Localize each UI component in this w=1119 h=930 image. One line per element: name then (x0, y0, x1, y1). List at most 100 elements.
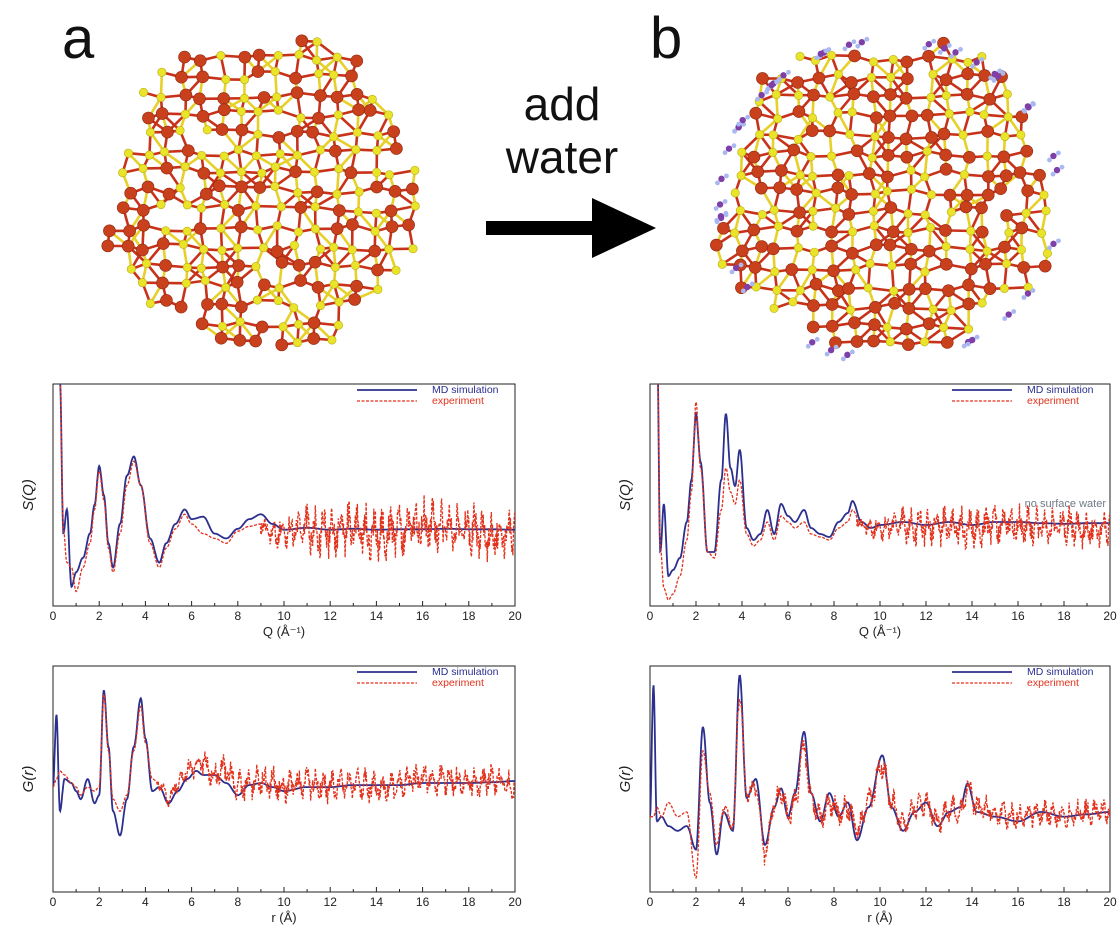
metal-atom (903, 209, 913, 219)
metal-atom (886, 72, 896, 82)
oxygen-atom (312, 111, 325, 125)
water-oxygen-atom (739, 116, 746, 124)
oxygen-atom (748, 261, 762, 274)
water-hydrogen-atom (961, 343, 967, 349)
x-axis-label: Q (Å⁻¹) (263, 624, 305, 639)
metal-atom (196, 203, 206, 213)
metal-atom (316, 301, 326, 311)
oxygen-atom (755, 181, 768, 195)
oxygen-atom (311, 280, 325, 294)
metal-atom (408, 244, 418, 254)
oxygen-atom (344, 166, 358, 180)
oxygen-atom (1015, 221, 1029, 235)
metal-atom (126, 264, 136, 274)
metal-atom (175, 183, 185, 193)
oxygen-atom (939, 73, 953, 87)
water-oxygen-atom (845, 41, 853, 48)
metal-atom (851, 265, 861, 275)
oxygen-atom (899, 91, 913, 105)
water-hydrogen-atom (715, 180, 720, 186)
water-hydrogen-atom (724, 173, 729, 179)
metal-atom (316, 244, 326, 254)
y-axis-label: G(r) (20, 766, 37, 793)
water-hydrogen-atom (765, 86, 771, 92)
oxygen-atom (258, 278, 271, 292)
metal-atom (259, 243, 269, 253)
metal-atom (373, 284, 383, 294)
gr-chart-b: 0 2 4 6 8 10 12 14 16 18 20 G(r) r (Å) MD simulatione… (617, 665, 1117, 925)
metal-atom (882, 186, 892, 196)
metal-atom (220, 200, 230, 210)
metal-atom (274, 283, 284, 293)
metal-atom (1041, 206, 1051, 216)
water-hydrogen-atom (997, 68, 1003, 74)
metal-atom (332, 189, 342, 199)
oxygen-atom (888, 296, 901, 310)
water-oxygen-atom (817, 50, 824, 58)
oxygen-atom (137, 203, 150, 217)
metal-atom (867, 153, 877, 163)
oxygen-atom (294, 274, 307, 287)
metal-atom (351, 145, 361, 155)
metal-atom (888, 55, 898, 65)
metal-atom (236, 106, 246, 116)
metal-atom (1016, 130, 1026, 140)
oxygen-atom (370, 180, 384, 194)
plot-frame (649, 665, 1111, 893)
oxygen-atom (747, 150, 761, 164)
metal-atom (755, 130, 765, 140)
metal-atom (736, 171, 746, 181)
water-hydrogen-atom (937, 49, 943, 55)
water-hydrogen-atom (738, 262, 744, 268)
oxygen-atom (959, 200, 973, 214)
oxygen-atom (902, 338, 915, 351)
water-hydrogen-atom (814, 55, 820, 61)
oxygen-atom (793, 206, 806, 219)
oxygen-atom (123, 224, 136, 238)
water-oxygen-atom (1024, 103, 1032, 110)
metal-atom (982, 246, 992, 256)
water-hydrogen-atom (946, 42, 952, 48)
oxygen-atom (791, 76, 804, 89)
metal-atom (312, 37, 322, 47)
x-tick-label: 8 (234, 895, 241, 909)
metal-atom (310, 224, 320, 234)
metal-atom (138, 163, 148, 173)
oxygen-atom (162, 187, 176, 201)
metal-atom (384, 170, 394, 180)
oxygen-atom (983, 282, 997, 295)
oxygen-atom (142, 111, 155, 125)
metal-atom (273, 105, 283, 115)
water-hydrogen-atom (714, 217, 720, 223)
oxygen-atom (390, 142, 403, 155)
water-oxygen-atom (1050, 240, 1057, 248)
metal-atom (906, 165, 916, 175)
oxygen-atom (230, 275, 244, 289)
metal-atom (180, 162, 190, 172)
oxygen-atom (368, 244, 382, 258)
oxygen-atom (352, 103, 365, 117)
metal-atom (410, 201, 420, 211)
metal-atom (329, 70, 339, 80)
oxygen-atom (905, 109, 919, 123)
water-oxygen-atom (925, 41, 932, 48)
metal-atom (926, 223, 936, 233)
x-tick-label: 20 (1103, 609, 1117, 623)
series-line-experiment (657, 384, 1110, 601)
metal-atom (329, 242, 339, 252)
metal-atom (809, 247, 819, 257)
metal-atom (157, 67, 167, 77)
x-tick-label: 6 (785, 895, 792, 909)
oxygen-atom (940, 336, 954, 349)
x-tick-label: 16 (1011, 895, 1025, 909)
water-hydrogen-atom (723, 210, 729, 216)
oxygen-atom (307, 316, 321, 330)
metal-atom (941, 91, 951, 101)
metal-atom (811, 188, 821, 198)
metal-atom (772, 285, 782, 295)
oxygen-atom (175, 70, 188, 84)
oxygen-atom (350, 88, 364, 101)
oxygen-atom (942, 284, 955, 297)
oxygen-atom (1021, 184, 1034, 198)
